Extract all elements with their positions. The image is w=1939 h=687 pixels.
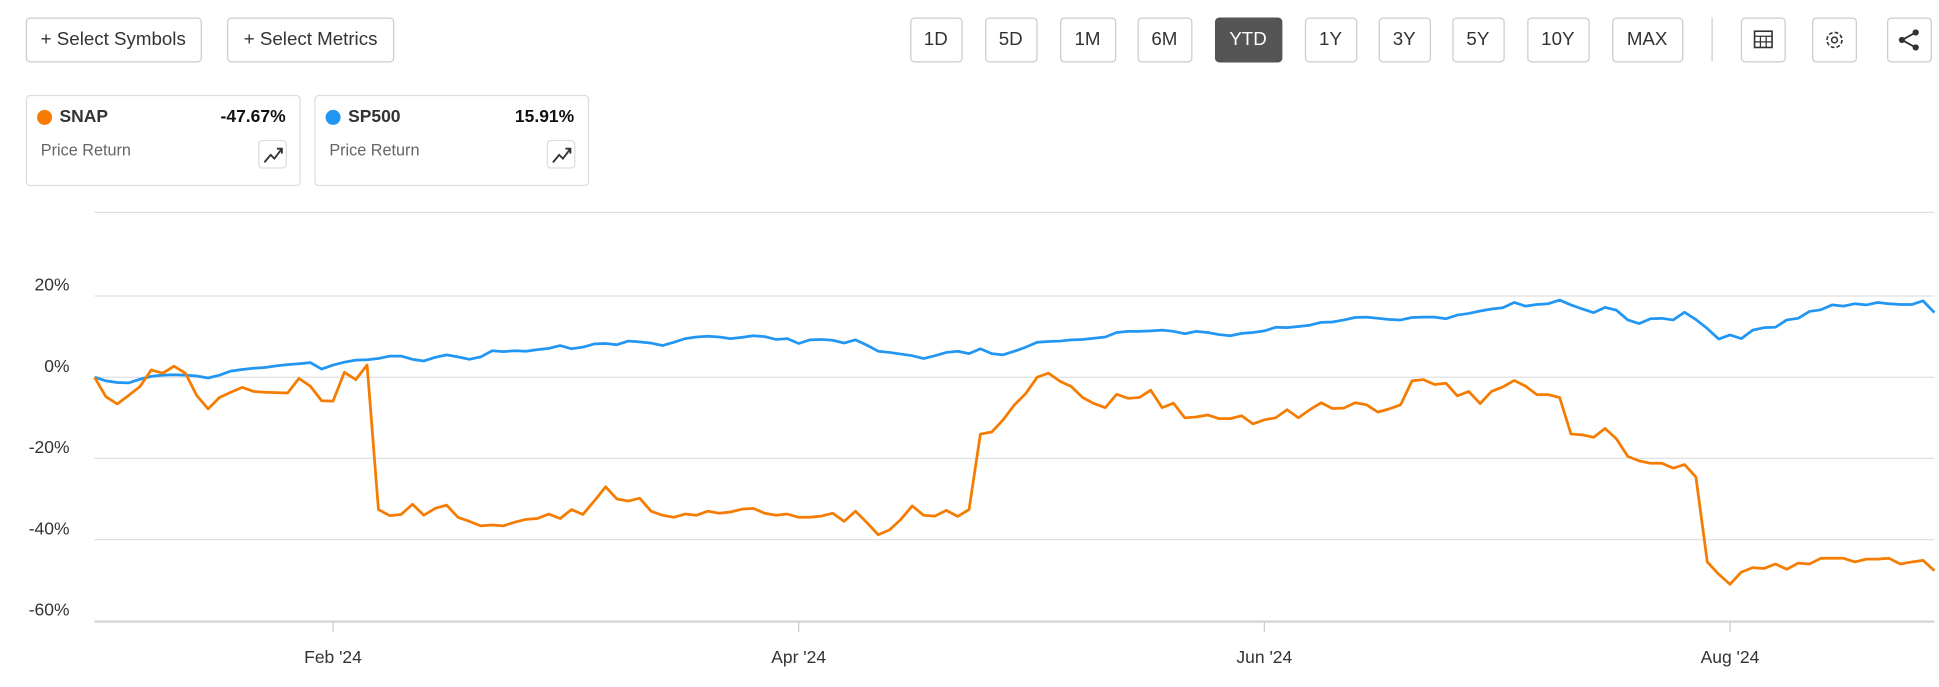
range-label[interactable]: 6M [1151,28,1177,49]
legend-symbol: SNAP [60,106,109,126]
y-tick-label: -60% [29,599,70,619]
x-tick-label: Feb '24 [304,647,362,667]
range-label[interactable]: 1Y [1319,28,1342,49]
legend-symbol: SP500 [348,106,400,126]
range-button[interactable] [1612,17,1684,63]
y-tick-label: -40% [29,518,70,538]
icon [1753,30,1773,49]
x-tick-label: Apr '24 [771,647,826,667]
legend-card [25,94,301,187]
settings-button[interactable] [1812,17,1857,63]
range-label[interactable]: YTD [1229,28,1266,49]
icon [1826,31,1843,49]
button-label[interactable]: + Select Metrics [244,28,378,49]
icon [1754,35,1773,48]
legend-card [314,94,590,187]
legend-marker [37,109,53,125]
legend-return: 15.91% [515,106,575,126]
legend-cards: SNAP -47.67% Price Return SP500 15.91% Price … [25,94,590,187]
series-line [93,363,1936,586]
legend-metric: Price Return [41,141,131,159]
range-button[interactable] [985,17,1038,63]
range-button[interactable] [1452,17,1505,63]
range-button[interactable] [1304,17,1358,63]
legend-return: -47.67% [221,106,287,126]
range-button[interactable] [1214,17,1283,63]
range-label[interactable]: 3Y [1393,28,1416,49]
range-selector: 1D 5D 1M 6M YTD 1Y 3Y 5Y 10Y MAX [910,17,1684,63]
icon [1912,44,1919,51]
x-tick-label: Jun '24 [1236,647,1292,667]
chart-icon-button[interactable] [546,139,576,169]
range-label[interactable]: 5Y [1466,28,1489,49]
range-button[interactable] [1060,17,1117,63]
select-metrics-button[interactable] [226,17,395,63]
chart: -60% -40% -20% 0% 20% Feb '24 Apr '24 Jun '24 Au… [29,211,1936,667]
button-frame[interactable] [1740,17,1786,63]
select-symbols-button[interactable] [25,17,202,63]
range-label[interactable]: 10Y [1541,28,1575,49]
series-line [94,298,1936,385]
y-tick-label: -20% [29,437,70,457]
y-tick-label: 0% [44,356,69,376]
chart-icon-button[interactable] [258,139,287,169]
chart-icon [263,147,283,163]
range-label[interactable]: MAX [1627,28,1668,49]
button-label[interactable]: + Select Symbols [41,28,186,49]
icon [1830,36,1839,44]
range-label[interactable]: 5D [999,28,1023,49]
legend-metric: Price Return [329,141,419,159]
chart-icon [552,147,572,163]
button-frame[interactable] [1812,17,1857,63]
range-button[interactable] [1378,17,1432,63]
legend-marker [325,109,341,125]
range-button[interactable] [1137,17,1193,63]
range-label[interactable]: 1D [924,28,948,49]
icon [1898,36,1906,44]
range-button[interactable] [1527,17,1590,63]
share-button[interactable] [1886,17,1932,63]
x-tick-label: Aug '24 [1701,647,1760,667]
range-button[interactable] [910,17,963,63]
range-label[interactable]: 1M [1075,28,1101,49]
button-frame[interactable] [1886,17,1932,63]
table-button[interactable] [1740,17,1786,63]
icon [1912,29,1919,36]
y-tick-label: 20% [35,275,70,295]
